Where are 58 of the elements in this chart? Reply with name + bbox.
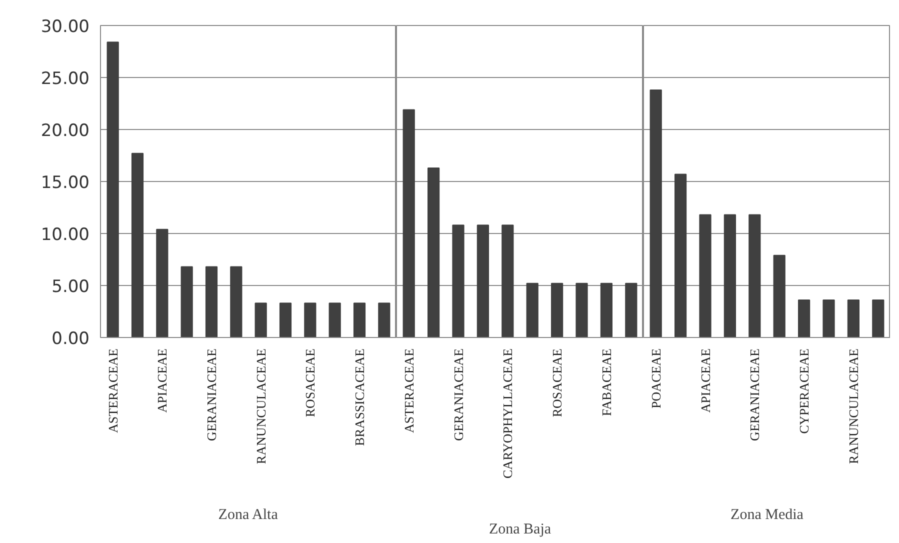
x-tick-label: APIACEAE: [154, 348, 170, 413]
x-tick-label: ROSACEAE: [302, 348, 318, 418]
bar: [650, 89, 662, 338]
bar: [502, 224, 514, 338]
y-tick-label: 0.00: [52, 329, 90, 349]
bar: [847, 300, 860, 338]
x-tick-label: GERANIACEAE: [204, 348, 219, 441]
y-tick-label: 5.00: [52, 277, 90, 297]
bar: [822, 300, 835, 338]
x-tick-label: GERANIACEAE: [450, 348, 466, 441]
y-tick-label: 15.00: [40, 173, 90, 193]
bar: [526, 282, 538, 338]
x-tick-label: ASTERACEAE: [105, 348, 120, 433]
bar: [254, 302, 267, 338]
bar: [279, 302, 292, 338]
bar: [402, 109, 415, 338]
y-tick-label: 20.00: [40, 121, 90, 141]
bar: [798, 300, 810, 338]
x-tick-label: APIACEAE: [698, 348, 713, 413]
bar: [205, 266, 218, 338]
x-tick-label: FABACEAE: [598, 348, 614, 416]
bar: [600, 282, 613, 338]
y-tick-label: 25.00: [40, 69, 90, 89]
bar: [378, 302, 390, 338]
bar: [156, 228, 168, 338]
x-axis-title: Zona Baja: [488, 522, 552, 538]
x-tick-label: RANUNCULACEAE: [253, 348, 268, 464]
bar: [304, 302, 316, 338]
bar: [674, 174, 687, 338]
x-tick-label: CARYOPHYLLACEAE: [500, 348, 516, 479]
x-tick-label: POACEAE: [648, 348, 664, 408]
bar: [353, 302, 366, 338]
bar: [452, 224, 464, 338]
bar: [427, 167, 440, 338]
bar: [550, 282, 564, 338]
bar: [872, 300, 884, 338]
bar: [328, 302, 341, 338]
bar: [699, 214, 712, 338]
x-tick-label: RANUNCULACEAE: [846, 348, 861, 464]
x-axis-title: Zona Alta: [218, 507, 278, 524]
x-tick-label: CYPERACEAE: [796, 348, 812, 434]
bar: [230, 266, 242, 338]
y-tick-label: 30.00: [40, 17, 90, 37]
bar: [180, 266, 193, 338]
bar: [724, 214, 736, 338]
y-tick-label: 10.00: [40, 225, 90, 245]
x-tick-label: GERANIACEAE: [747, 348, 762, 441]
bar: [773, 254, 786, 338]
bar: [476, 224, 490, 338]
x-tick-label: ASTERACEAE: [401, 348, 416, 433]
bar: [106, 42, 119, 338]
x-axis-title: Zona Media: [730, 507, 804, 524]
x-tick-label: ROSACEAE: [550, 348, 565, 418]
bar: [625, 282, 638, 338]
bar: [131, 152, 144, 338]
bar: [748, 214, 761, 338]
bar: [576, 282, 588, 338]
x-tick-label: BRASSICACEAE: [352, 348, 367, 446]
